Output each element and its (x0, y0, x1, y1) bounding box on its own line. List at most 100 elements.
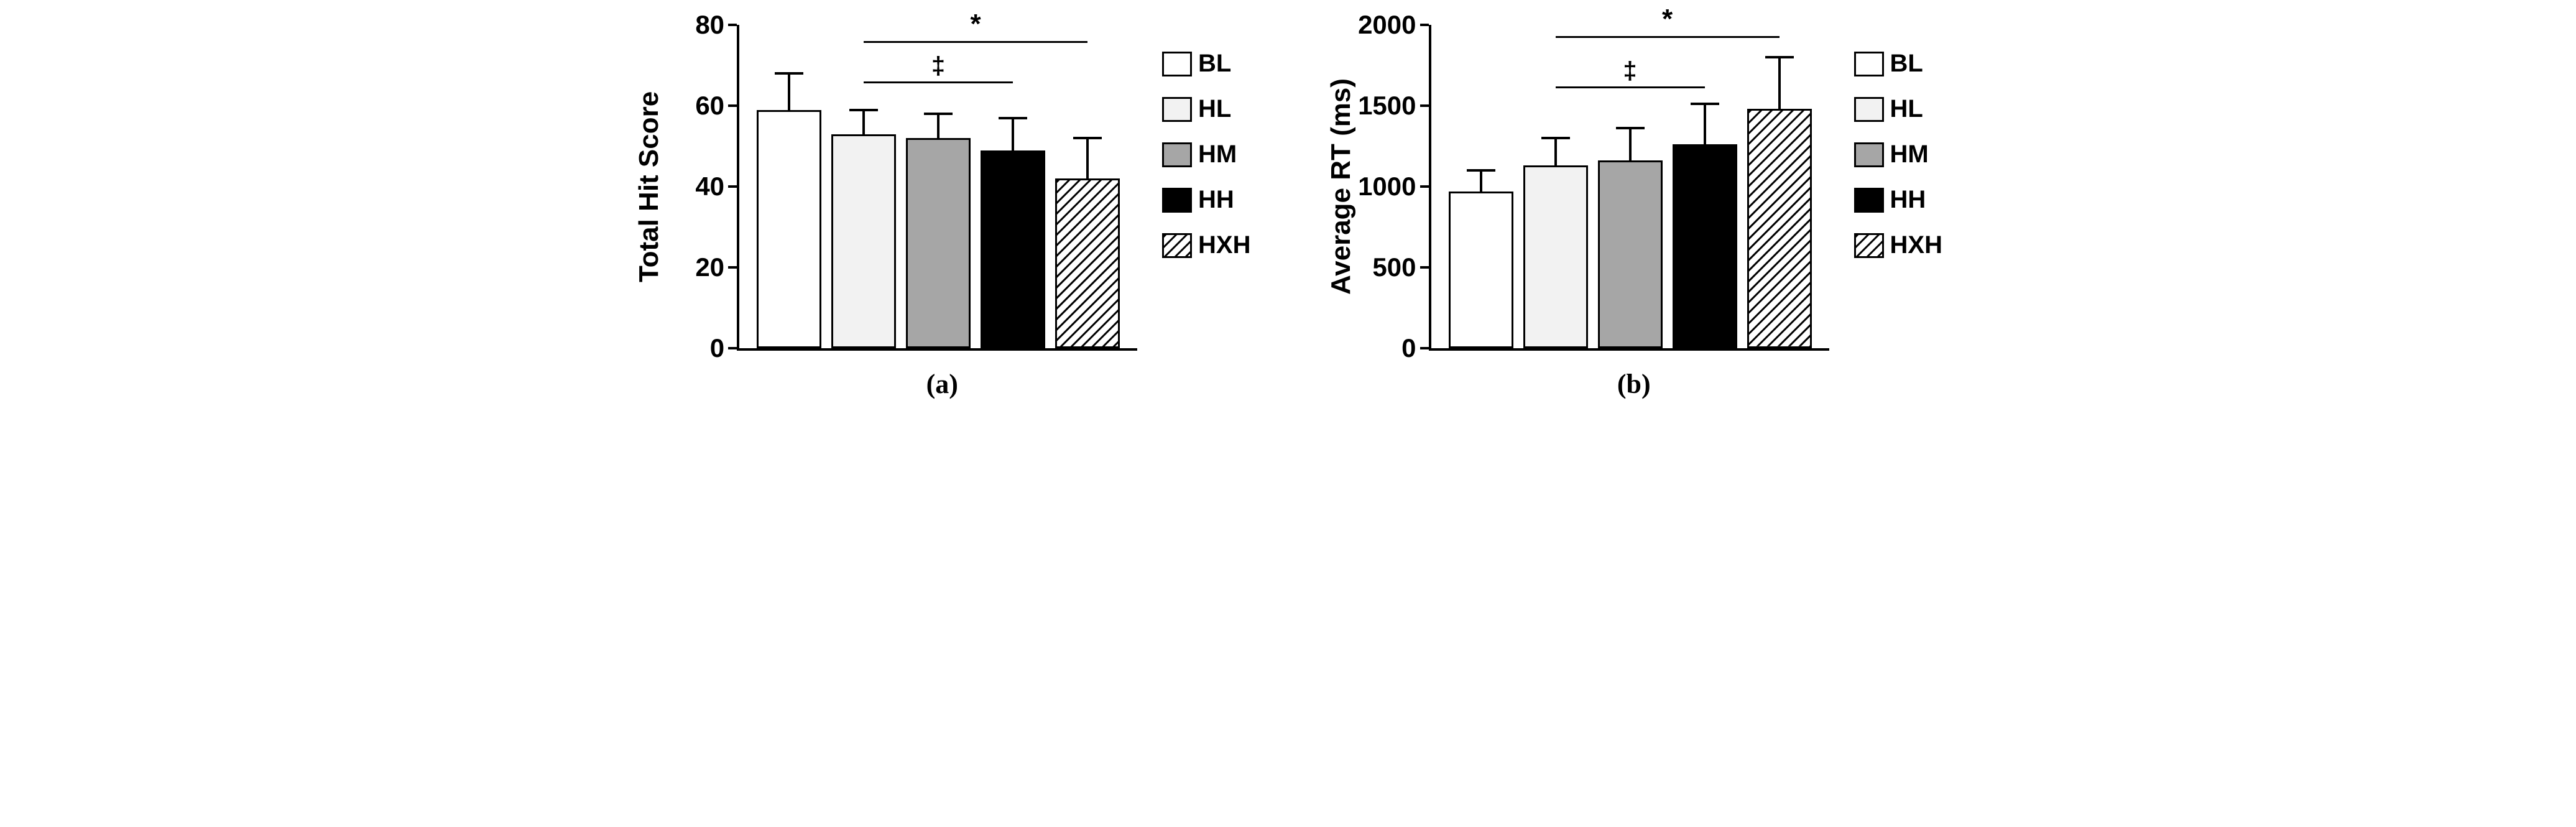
legend-label: HXH (1198, 231, 1250, 259)
errorbar-cap (1467, 169, 1495, 172)
bar-HH (981, 150, 1045, 349)
y-tick-mark (1420, 347, 1429, 349)
panel-caption: (a) (926, 368, 958, 400)
legend-swatch (1854, 233, 1884, 258)
y-tick-label: 0 (710, 333, 728, 363)
y-tick: 0 (1401, 333, 1428, 363)
significance-line (1556, 86, 1705, 88)
legend-item: HXH (1854, 231, 1942, 259)
y-tick-mark (1420, 266, 1429, 269)
errorbar-cap (999, 117, 1027, 119)
panel-caption: (b) (1617, 368, 1651, 400)
y-tick-mark (1420, 24, 1429, 26)
bar-BL (757, 110, 821, 349)
legend-label: HM (1198, 141, 1237, 169)
legend-item: HM (1162, 141, 1250, 169)
errorbar-stem (1012, 118, 1014, 150)
bar-HM (1598, 160, 1663, 348)
errorbar-cap (1691, 103, 1719, 105)
legend-swatch (1162, 52, 1192, 76)
plot-area: *‡ (1429, 25, 1829, 351)
legend-label: BL (1198, 50, 1231, 78)
legend: BL HL HM HH HXH (1854, 50, 1942, 259)
y-tick-label: 1000 (1358, 172, 1420, 201)
legend-label: HL (1198, 95, 1231, 123)
legend-swatch (1854, 97, 1884, 122)
y-tick-label: 40 (695, 172, 728, 201)
legend-label: HH (1198, 186, 1234, 214)
errorbar-stem (1778, 57, 1781, 109)
y-tick-mark (728, 185, 737, 188)
significance-symbol: * (1662, 4, 1673, 35)
y-tick-mark (728, 24, 737, 26)
errorbar-stem (862, 110, 865, 134)
y-tick-mark (1420, 104, 1429, 107)
errorbar-stem (788, 73, 790, 110)
y-tick-label: 2000 (1358, 10, 1420, 40)
errorbar-stem (1629, 128, 1632, 160)
errorbar-cap (775, 72, 803, 75)
significance-symbol: ‡ (1623, 57, 1637, 85)
errorbar-cap (924, 113, 953, 115)
significance-symbol: ‡ (931, 52, 945, 80)
significance-line (1556, 36, 1780, 38)
bar-HH (1673, 144, 1737, 348)
y-tick-mark (728, 347, 737, 349)
errorbar-cap (1541, 137, 1570, 139)
legend-label: BL (1890, 50, 1923, 78)
legend-item: HH (1162, 186, 1250, 214)
significance-line (864, 41, 1087, 43)
y-tick-label: 80 (695, 10, 728, 40)
y-ticks: 0500100015002000 (1360, 25, 1429, 348)
y-axis-label: Total Hit Score (634, 25, 665, 348)
plot-row: Total Hit Score020406080*‡BLHLHMHHHXH (634, 25, 1250, 351)
legend-swatch (1854, 142, 1884, 167)
y-tick: 20 (695, 252, 737, 282)
y-tick-label: 1500 (1358, 91, 1420, 121)
y-tick: 2000 (1358, 10, 1428, 40)
errorbar-cap (1073, 137, 1102, 139)
legend-label: HH (1890, 186, 1926, 214)
bar-HM (906, 138, 971, 348)
y-tick-label: 20 (695, 252, 728, 282)
plot-area: *‡ (737, 25, 1137, 351)
errorbar-stem (1704, 104, 1706, 144)
legend-swatch (1162, 233, 1192, 258)
legend-item: HL (1162, 95, 1250, 123)
legend-label: HL (1890, 95, 1923, 123)
y-tick: 500 (1372, 252, 1428, 282)
legend: BL HL HM HH HXH (1162, 50, 1250, 259)
legend-item: BL (1162, 50, 1250, 78)
legend-item: BL (1854, 50, 1942, 78)
y-tick: 60 (695, 91, 737, 121)
legend-item: HL (1854, 95, 1942, 123)
chart-panel-b: Average RT (ms)0500100015002000*‡BLHLHMH… (1326, 25, 1942, 400)
y-tick-label: 500 (1372, 252, 1420, 282)
bar-HL (831, 134, 896, 349)
errorbar-stem (1480, 170, 1482, 192)
bar-HL (1523, 165, 1588, 348)
y-tick-label: 60 (695, 91, 728, 121)
y-tick-label: 0 (1401, 333, 1420, 363)
legend-item: HH (1854, 186, 1942, 214)
figure: Total Hit Score020406080*‡BLHLHMHHHXH(a)… (0, 0, 2576, 412)
errorbar-cap (1765, 56, 1794, 58)
plot-row: Average RT (ms)0500100015002000*‡BLHLHMH… (1326, 25, 1942, 351)
bar-HXH (1747, 109, 1812, 348)
legend-swatch (1162, 142, 1192, 167)
errorbar-cap (1616, 127, 1645, 129)
errorbar-stem (1086, 138, 1089, 178)
legend-item: HM (1854, 141, 1942, 169)
chart-panel-a: Total Hit Score020406080*‡BLHLHMHHHXH(a) (634, 25, 1250, 400)
y-tick-mark (728, 266, 737, 269)
errorbar-stem (1554, 138, 1557, 165)
significance-line (864, 81, 1013, 83)
legend-swatch (1162, 97, 1192, 122)
legend-label: HM (1890, 141, 1929, 169)
legend-swatch (1162, 188, 1192, 213)
errorbar-stem (937, 114, 939, 138)
bar-HXH (1055, 178, 1120, 348)
y-tick-mark (728, 104, 737, 107)
legend-swatch (1854, 188, 1884, 213)
y-tick: 1000 (1358, 172, 1428, 201)
